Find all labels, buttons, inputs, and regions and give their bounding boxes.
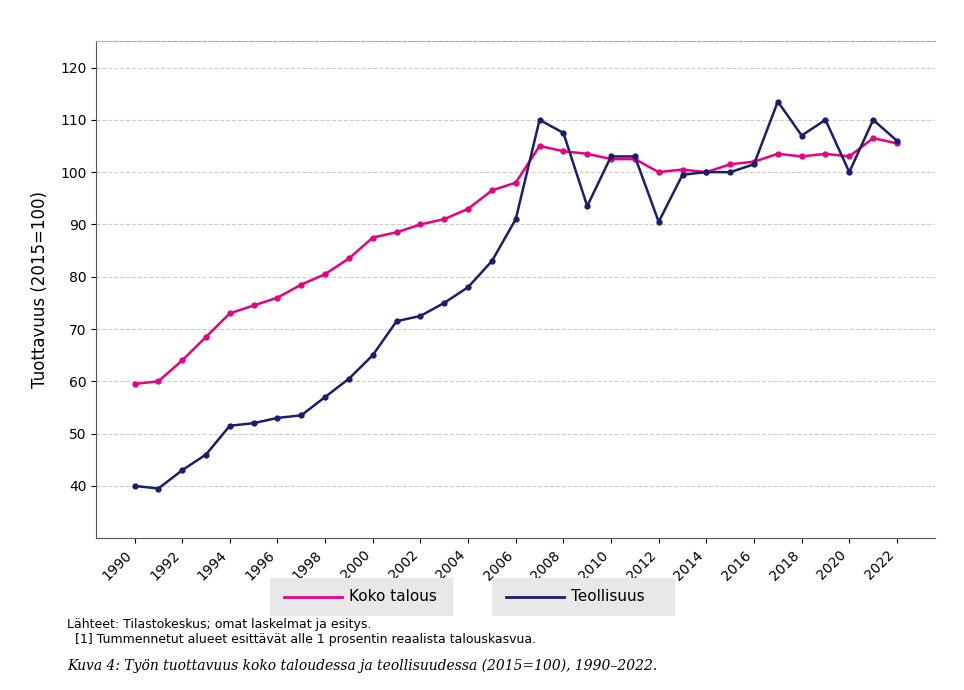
Text: Kuva 4: Työn tuottavuus koko taloudessa ja teollisuudessa (2015=100), 1990–2022.: Kuva 4: Työn tuottavuus koko taloudessa … xyxy=(67,658,657,673)
Y-axis label: Tuottavuus (2015=100): Tuottavuus (2015=100) xyxy=(31,191,49,388)
Text: Teollisuus: Teollisuus xyxy=(571,589,644,604)
X-axis label: Vuosi: Vuosi xyxy=(494,594,538,612)
Text: Lähteet: Tilastokeskus; omat laskelmat ja esitys.
  [1] Tummennetut alueet esitt: Lähteet: Tilastokeskus; omat laskelmat j… xyxy=(67,618,537,646)
Text: Koko talous: Koko talous xyxy=(349,589,437,604)
